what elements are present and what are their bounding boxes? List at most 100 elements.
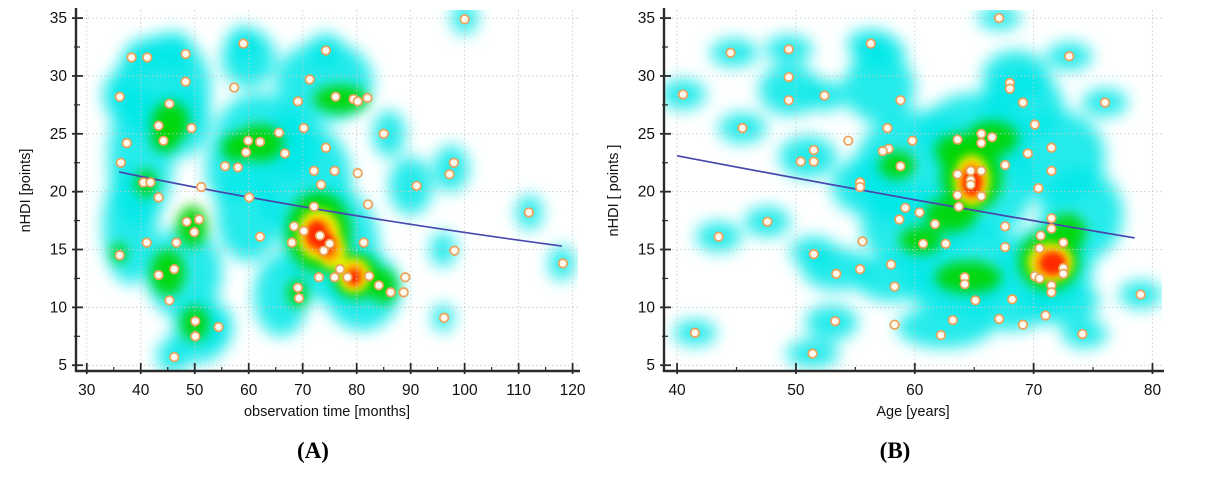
data-point [830,316,841,327]
density-field-a [102,10,575,371]
tick-labels-b: 40 50 60 70 80 5 10 15 20 25 30 35 [638,10,1162,399]
data-point [114,91,125,102]
data-point [229,82,240,93]
data-point [298,225,309,237]
x-tick-label: 110 [506,382,531,399]
data-point [940,238,951,249]
data-point [999,221,1011,232]
data-point [196,181,207,193]
data-point [1035,230,1046,241]
y-tick-label: 20 [638,184,656,201]
trend-line-b [676,154,1135,239]
data-point [725,47,736,58]
data-point [854,264,866,275]
density-field-b [664,10,1162,368]
data-point [308,201,320,212]
data-point [762,216,773,227]
data-point [189,227,200,238]
data-point [900,202,911,214]
data-point [1077,328,1088,340]
panel-a: 30 40 50 60 70 80 90 100 110 120 5 10 15 20 25 30 35 obse… [18,8,586,420]
panel-b: 40 50 60 70 80 5 10 15 20 25 30 35 Age [years] nHDI [… [606,8,1164,420]
y-tick-label: 15 [638,242,655,259]
data-point [1046,165,1057,176]
data-point [976,165,987,176]
data-point [398,287,409,298]
data-point [448,157,459,168]
data-point [907,135,918,146]
data-point [1058,237,1069,248]
scatter-points-a [114,14,569,363]
data-point [1004,83,1016,94]
data-point [308,165,320,176]
data-point [449,245,460,256]
y-tick-label: 5 [646,357,655,374]
x-tick-label: 30 [78,382,96,399]
data-point [1046,223,1057,234]
data-point [952,169,963,180]
data-point [126,52,137,63]
x-tick-label: 80 [1144,382,1162,399]
y-tick-label: 15 [50,242,67,259]
data-point [293,292,305,304]
data-point [153,269,164,281]
y-tick-label: 35 [638,10,655,27]
x-tick-label: 50 [186,382,204,399]
data-point [254,136,266,148]
x-tick-label: 120 [560,382,586,399]
y-tick-label: 30 [638,68,656,85]
y-axis-label-b: nHDI [ points ] [606,145,622,237]
x-tick-label: 100 [452,382,478,399]
data-point [935,329,947,341]
data-point [363,270,375,282]
data-point [444,169,455,180]
data-point [158,135,169,146]
data-point [373,280,384,291]
data-point [819,90,830,101]
data-point [689,327,701,338]
data-point [298,122,309,134]
data-point [320,45,332,56]
data-point [885,259,897,270]
x-tick-label: 60 [240,382,258,399]
data-point [713,231,724,242]
data-point [286,237,298,248]
plots-canvas: 30 40 50 60 70 80 90 100 110 120 5 10 15 20 25 30 35 obse… [18,8,1164,420]
data-point [877,146,888,157]
data-point [1017,319,1029,330]
data-point [843,135,854,146]
data-point [145,177,156,188]
data-point [238,38,249,49]
data-point [783,44,794,55]
data-point [292,96,304,107]
y-tick-label: 20 [50,184,68,201]
data-point [334,264,346,275]
x-tick-label: 60 [906,382,924,399]
tick-labels-a: 30 40 50 60 70 80 90 100 110 120 5 10 15 20 25 30 35 [50,10,586,399]
data-point [438,312,450,323]
data-point [976,191,987,202]
data-point [677,89,689,100]
data-point [557,258,569,269]
data-point [320,142,332,153]
x-tick-label: 70 [1025,382,1043,399]
data-point [292,282,304,293]
data-point [141,237,152,248]
data-point [153,192,164,203]
data-point [1046,287,1057,298]
density-level-cyan [102,10,575,371]
data-point [193,214,205,225]
x-tick-label: 90 [402,382,420,399]
data-point [1099,97,1111,108]
data-point [1040,310,1051,321]
data-point [142,52,153,63]
data-point [929,218,941,230]
data-point [153,120,164,131]
data-point [171,237,182,248]
data-point [831,268,842,279]
data-point [273,127,285,138]
data-point [314,230,326,241]
data-point [976,128,987,139]
data-point [808,156,819,167]
data-point [783,71,794,83]
